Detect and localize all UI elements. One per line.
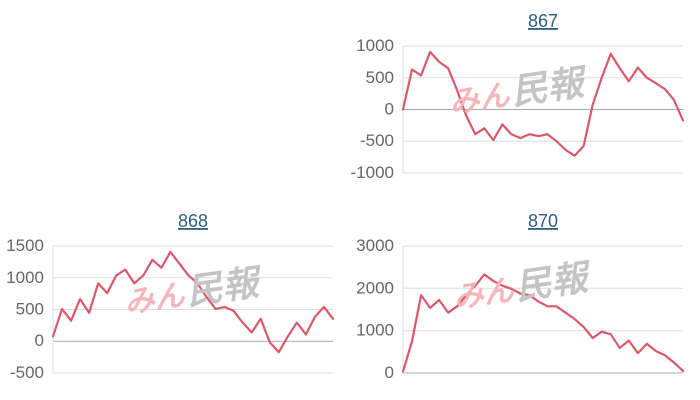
svg-text:民報: 民報: [513, 256, 595, 307]
svg-text:0: 0: [35, 331, 44, 350]
svg-text:-1000: -1000: [351, 163, 394, 182]
svg-text:0: 0: [385, 363, 394, 382]
svg-text:868: 868: [178, 211, 208, 231]
svg-text:3000: 3000: [356, 236, 394, 255]
svg-text:民報: 民報: [184, 261, 266, 312]
svg-text:民報: 民報: [509, 61, 591, 112]
svg-text:みん: みん: [451, 274, 516, 315]
svg-text:867: 867: [528, 11, 558, 31]
svg-text:870: 870: [528, 211, 558, 231]
svg-text:-500: -500: [10, 363, 44, 382]
svg-text:1000: 1000: [356, 36, 394, 55]
svg-text:2000: 2000: [356, 278, 394, 297]
svg-text:1500: 1500: [6, 236, 44, 255]
svg-text:-500: -500: [360, 131, 394, 150]
svg-text:500: 500: [366, 68, 394, 87]
svg-text:1000: 1000: [6, 268, 44, 287]
svg-text:みん: みん: [447, 79, 512, 120]
svg-text:みん: みん: [122, 279, 187, 320]
svg-text:1000: 1000: [356, 321, 394, 340]
svg-text:500: 500: [16, 300, 44, 319]
svg-text:0: 0: [385, 100, 394, 119]
